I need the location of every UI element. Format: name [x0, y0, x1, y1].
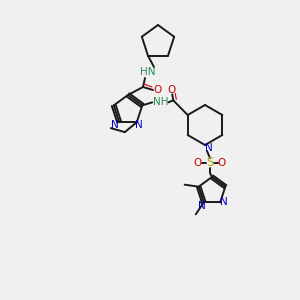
- Text: O: O: [167, 85, 176, 95]
- Text: N: N: [198, 201, 206, 211]
- Text: O: O: [218, 158, 226, 168]
- Text: N: N: [205, 143, 213, 153]
- Text: N: N: [220, 197, 228, 207]
- Text: N: N: [111, 120, 119, 130]
- Text: S: S: [206, 157, 214, 169]
- Text: N: N: [135, 120, 143, 130]
- Text: HN: HN: [140, 67, 156, 77]
- Text: NH: NH: [152, 98, 168, 107]
- Text: O: O: [153, 85, 161, 95]
- Text: O: O: [194, 158, 202, 168]
